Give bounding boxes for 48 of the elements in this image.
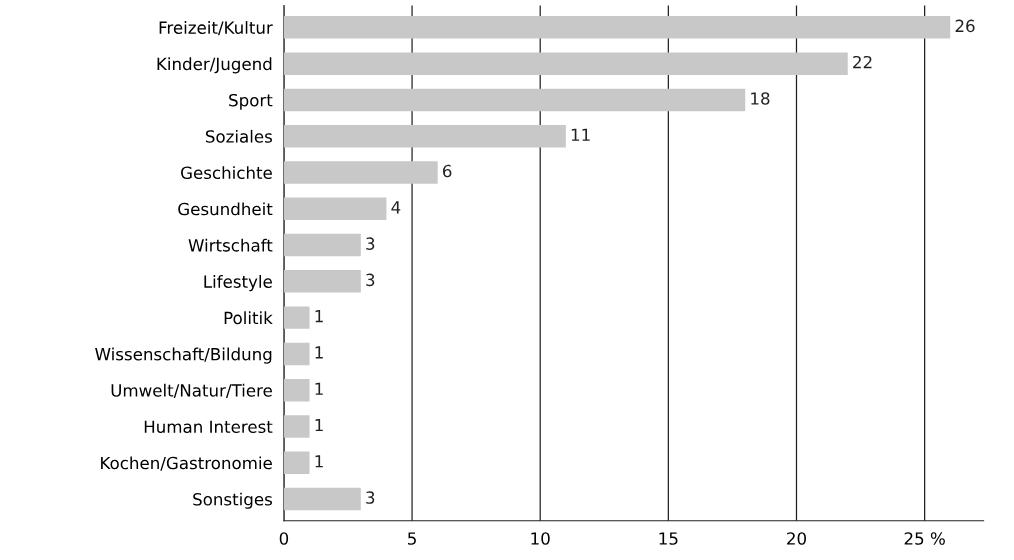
- y-tick-label: Sonstiges: [193, 492, 272, 509]
- bar: [283, 88, 746, 112]
- bar: [283, 415, 310, 438]
- data-label: 18: [751, 92, 770, 105]
- bar: [283, 451, 310, 474]
- y-tick-label: Wissenschaft/Bildung: [95, 347, 272, 364]
- x-tick-label: 25 %: [904, 532, 945, 545]
- y-tick-label: Kochen/Gastronomie: [101, 456, 272, 471]
- data-label: 26: [955, 19, 975, 33]
- bar: [283, 270, 361, 293]
- data-label: 22: [853, 55, 872, 69]
- data-label: 3: [366, 237, 375, 250]
- data-label: 4: [391, 201, 401, 214]
- x-tick-label: 10: [531, 532, 550, 545]
- data-label: 11: [571, 128, 590, 141]
- bar: [283, 52, 848, 75]
- y-tick-label: Soziales: [205, 129, 272, 143]
- bar: [283, 306, 310, 329]
- bar: [283, 233, 361, 257]
- y-tick-label: Umwelt/Natur/Tiere: [111, 383, 272, 399]
- x-tick-label: 5: [408, 532, 416, 545]
- data-label: 1: [315, 418, 323, 432]
- bar: [283, 342, 310, 366]
- y-tick-label: Politik: [224, 311, 273, 325]
- bar: [283, 197, 387, 221]
- bar: [283, 378, 310, 402]
- y-tick-label: Lifestyle: [204, 275, 272, 292]
- bar: [283, 124, 566, 148]
- y-tick-label: Freizeit/Kultur: [159, 21, 273, 36]
- y-tick-label: Human Interest: [144, 420, 273, 434]
- y-tick-label: Geschichte: [181, 166, 272, 180]
- bar: [283, 16, 951, 39]
- data-label: 1: [315, 310, 323, 323]
- y-tick-label: Kinder/Jugend: [157, 57, 272, 74]
- data-label: 3: [366, 491, 375, 504]
- y-tick-label: Wirtschaft: [188, 238, 273, 252]
- data-label: 1: [315, 346, 323, 359]
- y-tick-label: Gesundheit: [178, 202, 273, 216]
- x-tick-label: 20: [787, 532, 806, 545]
- bar: [283, 487, 361, 511]
- y-tick-label: Sport: [229, 93, 273, 110]
- data-label: 1: [315, 382, 323, 395]
- data-label: 3: [366, 273, 375, 287]
- x-tick-label: 0: [279, 532, 289, 545]
- bar: [283, 161, 438, 184]
- data-label: 6: [443, 164, 452, 178]
- data-label: 1: [315, 455, 323, 468]
- x-tick-label: 15: [659, 532, 678, 545]
